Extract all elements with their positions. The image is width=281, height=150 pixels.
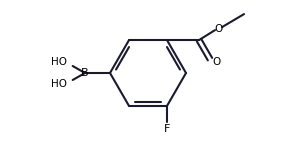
Text: B: B	[81, 68, 89, 78]
Text: F: F	[164, 124, 170, 134]
Text: O: O	[212, 57, 220, 67]
Text: HO: HO	[51, 79, 67, 89]
Text: O: O	[214, 24, 222, 34]
Text: HO: HO	[51, 57, 67, 67]
